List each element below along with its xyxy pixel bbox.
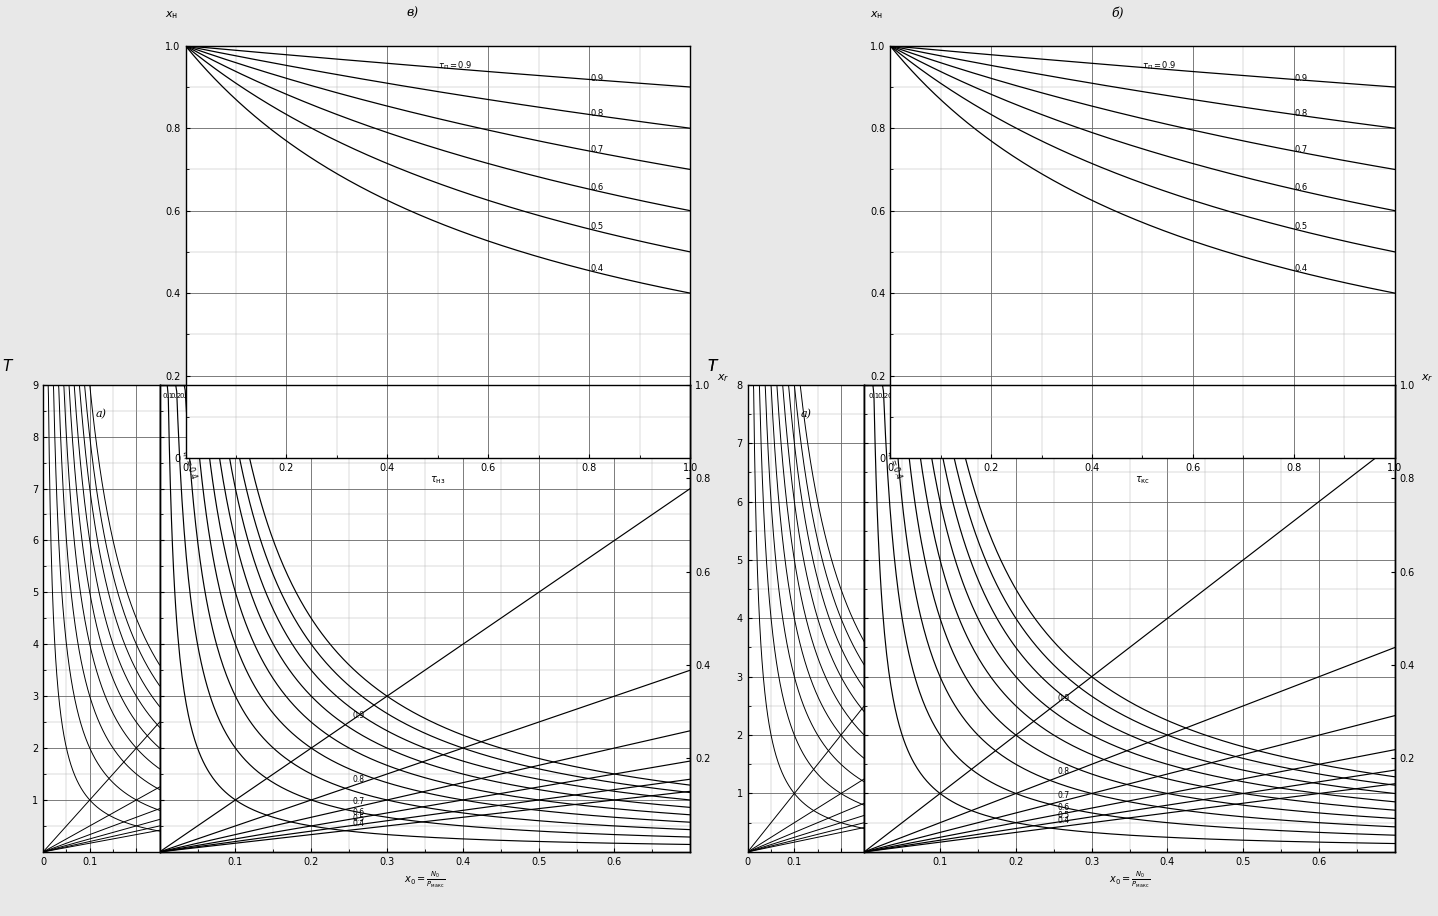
Text: 0.5: 0.5 — [1057, 811, 1070, 820]
Text: 0.8: 0.8 — [1057, 767, 1070, 776]
Text: 0.6: 0.6 — [916, 394, 926, 399]
Text: $x_r$: $x_r$ — [716, 372, 729, 384]
Text: б): б) — [1112, 7, 1123, 20]
Text: 0.6: 0.6 — [352, 808, 365, 817]
Text: $x_r$: $x_r$ — [1421, 372, 1434, 384]
Text: 0.8: 0.8 — [935, 394, 946, 399]
Text: 0.3: 0.3 — [180, 392, 190, 398]
Text: в): в) — [407, 7, 418, 20]
Text: 0.9: 0.9 — [590, 74, 604, 83]
Text: 0.7: 0.7 — [925, 394, 936, 399]
Text: 0.1: 0.1 — [869, 394, 880, 399]
Text: 0.8: 0.8 — [352, 776, 365, 784]
X-axis label: $\tau_{\rm нз}$: $\tau_{\rm нз}$ — [430, 474, 446, 486]
Text: 0.8: 0.8 — [590, 109, 604, 117]
Text: a): a) — [96, 409, 106, 420]
Text: 0.8: 0.8 — [1294, 109, 1309, 117]
Text: $\tau_\Pi=0.4$: $\tau_\Pi=0.4$ — [883, 447, 905, 481]
Text: 0.4: 0.4 — [352, 819, 365, 828]
Text: 0.7: 0.7 — [352, 797, 365, 806]
Text: $x_{\rm н}$: $x_{\rm н}$ — [870, 9, 883, 21]
Text: 0.5: 0.5 — [1294, 223, 1309, 231]
Text: б): б) — [1150, 388, 1162, 402]
Text: 0.2: 0.2 — [171, 392, 183, 398]
Text: 0.2: 0.2 — [877, 394, 889, 399]
Text: 0.3: 0.3 — [887, 394, 899, 399]
Text: 0.4: 0.4 — [1294, 264, 1309, 273]
Text: $x_{\rm н}$: $x_{\rm н}$ — [165, 9, 178, 21]
Text: 0.9: 0.9 — [1057, 694, 1070, 703]
Text: 0.7: 0.7 — [1294, 145, 1309, 154]
Text: 0.6: 0.6 — [1057, 803, 1070, 812]
Text: 0.9: 0.9 — [352, 711, 365, 720]
Text: $\tau_\Pi=0.9$: $\tau_\Pi=0.9$ — [1142, 60, 1178, 72]
Text: 0.1: 0.1 — [162, 392, 174, 398]
Text: 0.6: 0.6 — [204, 392, 216, 398]
Text: 0.4: 0.4 — [896, 394, 907, 399]
Text: 0.9: 0.9 — [1294, 74, 1309, 83]
Text: 0.9: 0.9 — [230, 392, 242, 398]
Text: 0.4: 0.4 — [188, 392, 198, 398]
Text: $T$: $T$ — [707, 358, 719, 374]
Text: б): б) — [446, 388, 457, 402]
Text: 0.5: 0.5 — [196, 392, 207, 398]
Text: 0.4: 0.4 — [590, 264, 604, 273]
Text: 0.7: 0.7 — [590, 145, 604, 154]
Text: $T$: $T$ — [3, 358, 14, 374]
Text: 0.6: 0.6 — [590, 182, 604, 191]
Text: 0.7: 0.7 — [213, 392, 224, 398]
Text: 0.5: 0.5 — [352, 814, 365, 823]
Text: 0.5: 0.5 — [906, 394, 917, 399]
Text: 0.7: 0.7 — [1057, 791, 1070, 801]
Text: 0.5: 0.5 — [590, 223, 604, 231]
Text: $\tau_\Pi=0.9$: $\tau_\Pi=0.9$ — [437, 60, 473, 72]
Text: $\tau_\Pi=0.4$: $\tau_\Pi=0.4$ — [178, 447, 200, 481]
Text: 0.9: 0.9 — [943, 394, 955, 399]
X-axis label: $\tau_{\rm кс}$: $\tau_{\rm кс}$ — [1135, 474, 1150, 486]
Text: 0.4: 0.4 — [1057, 815, 1070, 824]
X-axis label: $x_0=\frac{N_0}{P_{\rm макс}}$: $x_0=\frac{N_0}{P_{\rm макс}}$ — [1109, 869, 1150, 890]
Text: $T$: $T$ — [707, 358, 719, 374]
Text: 0.6: 0.6 — [1294, 182, 1309, 191]
X-axis label: $x_0=\frac{N_0}{P_{\rm макс}}$: $x_0=\frac{N_0}{P_{\rm макс}}$ — [404, 869, 446, 890]
Text: a): a) — [801, 409, 811, 420]
Text: 0.8: 0.8 — [221, 392, 233, 398]
